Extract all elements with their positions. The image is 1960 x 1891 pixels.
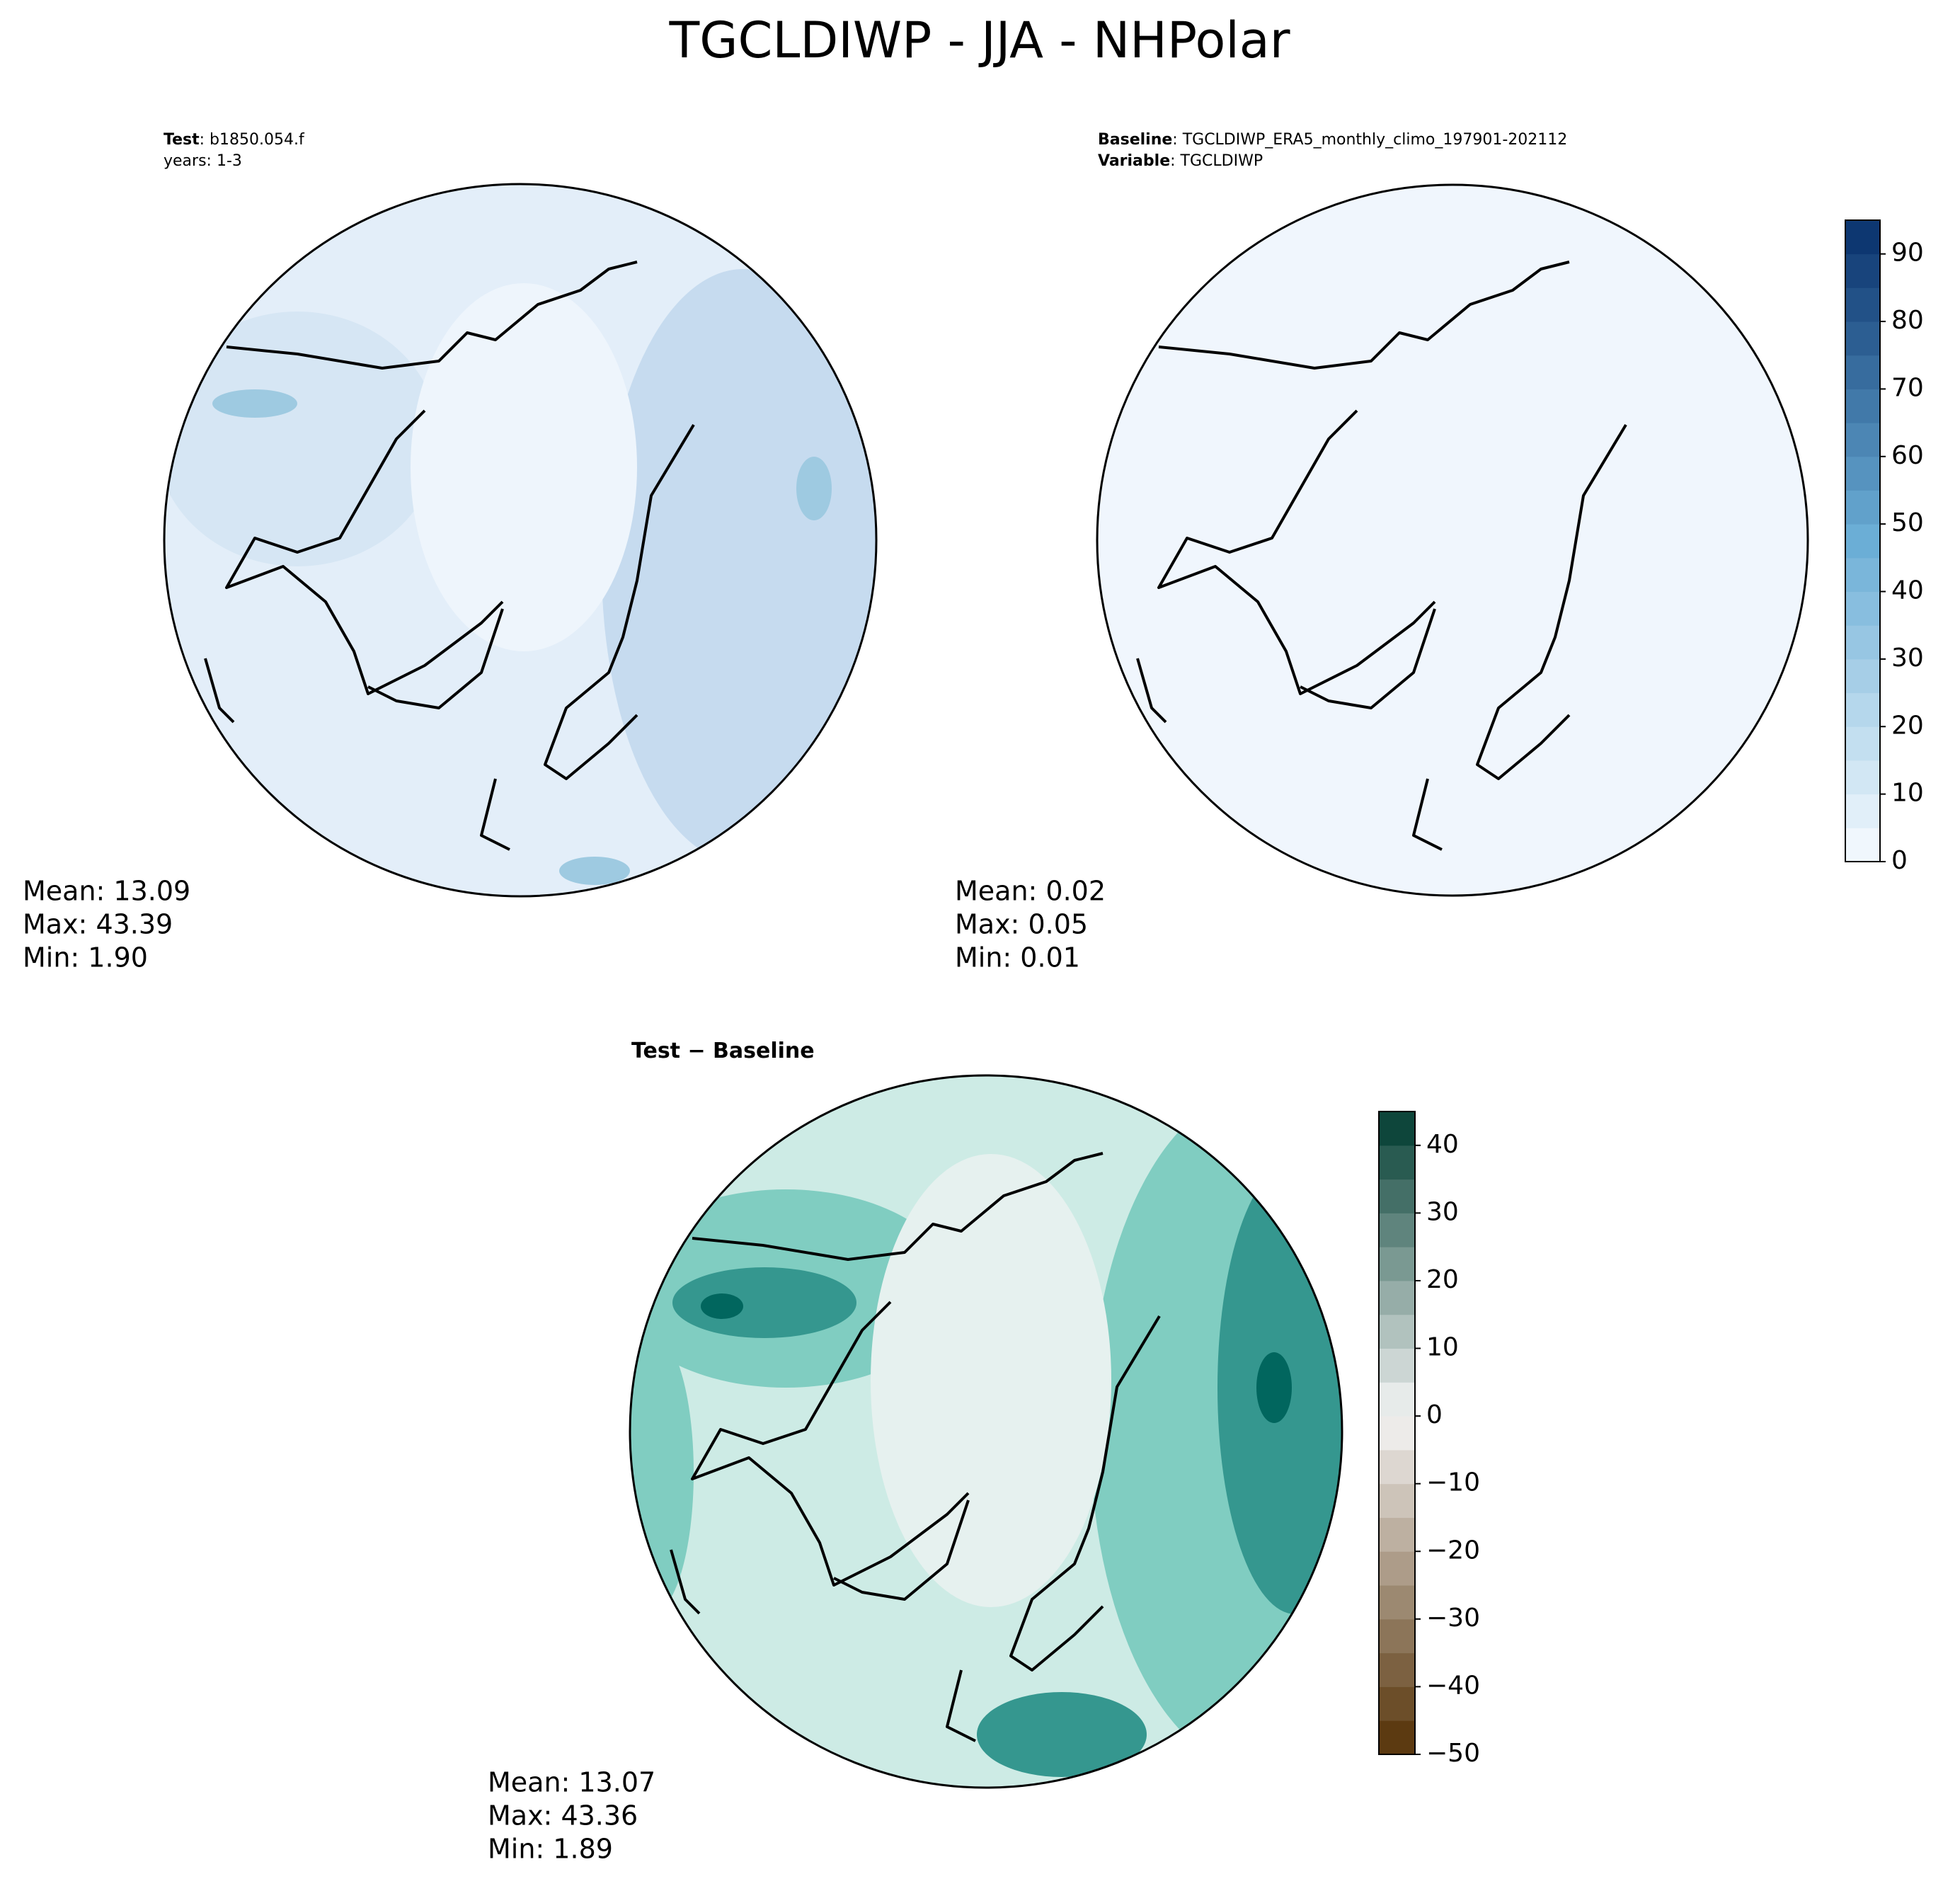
colorbar-tick-label: −20: [1426, 1536, 1480, 1565]
colorbar-tick-label: 90: [1891, 239, 1924, 268]
figure-title: TGCLDIWP - JJA - NHPolar: [669, 11, 1290, 69]
colorbar-tick-label: −50: [1426, 1739, 1480, 1768]
colorbar-frame: [1378, 1111, 1416, 1755]
colorbar-band: [1379, 1348, 1415, 1383]
colorbar-tick-label: 60: [1891, 441, 1924, 470]
header-key: Test: [164, 131, 200, 149]
colorbar-tick-label: 10: [1426, 1333, 1459, 1362]
stat-text: Max: 43.36: [488, 1800, 638, 1832]
stat-text: Mean: 13.07: [488, 1767, 655, 1798]
colorbar-tick-label: 70: [1891, 373, 1924, 402]
panel-header: Baseline: TGCLDIWP_ERA5_monthly_climo_19…: [1098, 131, 1567, 149]
colorbar-band: [1845, 220, 1880, 255]
colorbar-band: [1379, 1483, 1415, 1518]
coastline: [670, 1152, 1161, 1742]
stat-text: Min: 0.01: [955, 942, 1080, 973]
colorbar-band: [1379, 1585, 1415, 1620]
colorbar-tick-label: 80: [1891, 306, 1924, 335]
colorbar-tick-label: 20: [1426, 1265, 1459, 1294]
colorbar-band: [1845, 828, 1880, 862]
colorbar-band: [1845, 625, 1880, 660]
header-key: Baseline: [1098, 131, 1172, 149]
colorbar-tick-label: 30: [1426, 1197, 1459, 1226]
stat-text: Mean: 0.02: [955, 876, 1106, 907]
colorbar-band: [1379, 1686, 1415, 1721]
colorbar-tick-label: 50: [1891, 508, 1924, 537]
header-text: : TGCLDIWP_ERA5_monthly_climo_197901-202…: [1172, 131, 1567, 149]
map-border: [163, 183, 878, 898]
colorbar-band: [1379, 1720, 1415, 1755]
header-key: Test − Baseline: [631, 1039, 815, 1063]
panel-header: years: 1-3: [164, 152, 242, 170]
colorbar-band: [1845, 591, 1880, 626]
colorbar-band: [1379, 1314, 1415, 1349]
colorbar-band: [1379, 1449, 1415, 1485]
colorbar-tick-label: 0: [1891, 846, 1908, 875]
stat-text: Max: 43.39: [23, 909, 173, 940]
map-border: [629, 1074, 1343, 1789]
coastline: [1136, 261, 1627, 851]
map-border: [1096, 183, 1809, 897]
header-key: Variable: [1098, 152, 1170, 170]
stat-text: Max: 0.05: [955, 909, 1088, 940]
colorbar-band: [1845, 287, 1880, 322]
panel-header: Test: b1850.054.f: [164, 131, 305, 149]
header-text: : TGCLDIWP: [1170, 152, 1263, 170]
header-text: years: 1-3: [164, 152, 242, 170]
colorbar-band: [1845, 456, 1880, 491]
colorbar-band: [1845, 524, 1880, 559]
colorbar-band: [1845, 658, 1880, 694]
panel-header: Test − Baseline: [631, 1039, 815, 1063]
colorbar-band: [1845, 423, 1880, 457]
colorbar-band: [1845, 389, 1880, 423]
colorbar-tick-label: 0: [1426, 1400, 1443, 1429]
colorbar-band: [1845, 557, 1880, 593]
colorbar-tick-label: 10: [1891, 779, 1924, 808]
colorbar-band: [1379, 1517, 1415, 1552]
colorbar-band: [1379, 1247, 1415, 1281]
colorbar-band: [1379, 1112, 1415, 1146]
colorbar-band: [1845, 692, 1880, 727]
colorbar-band: [1379, 1280, 1415, 1315]
colorbar-band: [1845, 490, 1880, 525]
colorbar-band: [1379, 1652, 1415, 1687]
stat-text: Min: 1.89: [488, 1834, 613, 1865]
colorbar-tick-label: −40: [1426, 1671, 1480, 1700]
panel-header: Variable: TGCLDIWP: [1098, 152, 1263, 170]
colorbar-band: [1379, 1213, 1415, 1247]
colorbar-tick-label: −10: [1426, 1468, 1480, 1497]
colorbar-tick-label: 40: [1891, 576, 1924, 605]
colorbar-band: [1379, 1416, 1415, 1451]
colorbar-tick-label: 40: [1426, 1130, 1459, 1159]
colorbar-band: [1379, 1551, 1415, 1586]
stat-text: Mean: 13.09: [23, 876, 190, 907]
colorbar-band: [1845, 355, 1880, 389]
colorbar-band: [1845, 726, 1880, 761]
colorbar-band: [1379, 1618, 1415, 1654]
colorbar-band: [1845, 321, 1880, 356]
colorbar-frame: [1845, 219, 1881, 862]
colorbar-band: [1379, 1382, 1415, 1417]
colorbar-band: [1845, 760, 1880, 795]
colorbar-tick-label: −30: [1426, 1604, 1480, 1633]
coastline: [204, 261, 695, 851]
colorbar-tick-label: 30: [1891, 644, 1924, 673]
header-text: : b1850.054.f: [200, 131, 305, 149]
colorbar-tick-label: 20: [1891, 711, 1924, 740]
colorbar-band: [1845, 794, 1880, 828]
colorbar-band: [1379, 1179, 1415, 1213]
colorbar-band: [1379, 1145, 1415, 1180]
map-baseline: [1097, 185, 1808, 896]
stat-text: Min: 1.90: [23, 942, 148, 973]
colorbar-band: [1845, 253, 1880, 288]
